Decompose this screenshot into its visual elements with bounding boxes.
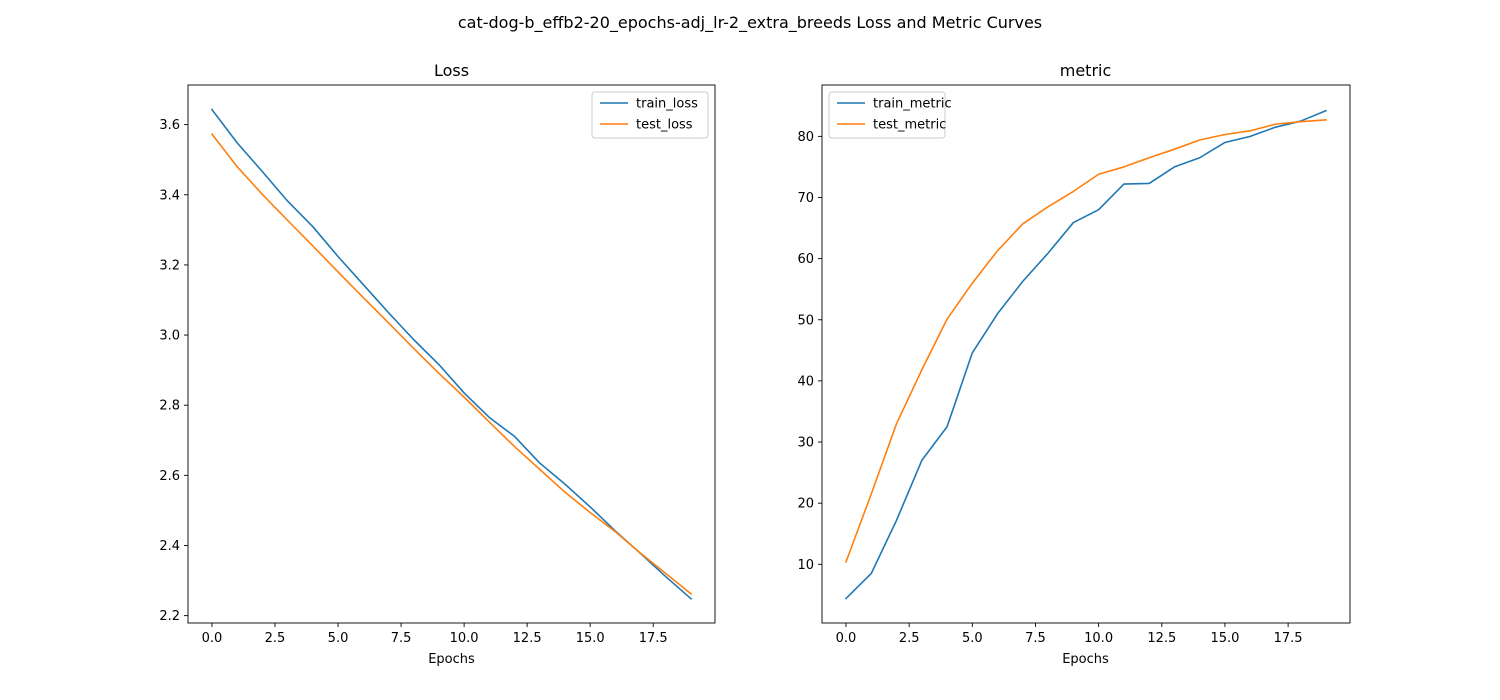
metric-x-tick-label: 15.0 xyxy=(1210,631,1239,646)
loss-x-tick-label: 17.5 xyxy=(639,631,668,646)
loss-y-tick-label: 3.4 xyxy=(159,188,180,203)
figure-title: cat-dog-b_effb2-20_epochs-adj_lr-2_extra… xyxy=(458,13,1042,33)
test-metric-legend-label: test_metric xyxy=(873,118,946,133)
loss-y-tick-label: 3.6 xyxy=(159,118,180,133)
train-metric-legend-label: train_metric xyxy=(873,97,952,112)
train-loss-line xyxy=(210,108,693,600)
metric-x-tick-label: 17.5 xyxy=(1274,631,1303,646)
loss-x-tick-label: 12.5 xyxy=(513,631,542,646)
metric-y-tick-label: 10 xyxy=(797,558,814,573)
loss-y-tick-label: 2.6 xyxy=(159,469,180,484)
metric-x-tick-label: 0.0 xyxy=(836,631,857,646)
metric-legend: train_metric test_metric xyxy=(828,91,952,139)
metric-axes-frame xyxy=(821,84,1351,624)
metric-y-tick-label: 40 xyxy=(797,374,814,389)
metric-y-tick-label: 30 xyxy=(797,436,814,451)
metric-y-tick-label: 80 xyxy=(797,130,814,145)
loss-y-tick-label: 3.0 xyxy=(159,329,180,344)
metric-x-tick-label: 12.5 xyxy=(1147,631,1176,646)
loss-legend: train_loss test_loss xyxy=(591,91,709,139)
loss-x-tick-label: 5.0 xyxy=(328,631,349,646)
loss-axes-frame xyxy=(187,84,716,624)
metric-panel: metric 0.0 2.5 5.0 7.5 10.0 12.5 15.0 17.5 10 20 3… xyxy=(797,61,1351,667)
loss-x-axis-label: Epochs xyxy=(428,652,475,667)
loss-x-tick-label: 7.5 xyxy=(391,631,412,646)
loss-y-tick-label: 2.2 xyxy=(159,609,180,624)
loss-x-tick-label: 2.5 xyxy=(265,631,286,646)
test-loss-legend-label: test_loss xyxy=(636,118,693,133)
metric-x-axis-label: Epochs xyxy=(1062,652,1109,667)
loss-plot-area: 0.0 2.5 5.0 7.5 10.0 12.5 15.0 17.5 2.2 2.4 2.6 2.8… xyxy=(159,84,716,646)
loss-y-tick-label: 3.2 xyxy=(159,258,180,273)
metric-y-tick-label: 70 xyxy=(797,191,814,206)
metric-y-tick-label: 50 xyxy=(797,313,814,328)
train-metric-line xyxy=(844,109,1328,600)
metric-panel-title: metric xyxy=(1060,61,1112,80)
metric-x-tick-label: 5.0 xyxy=(962,631,983,646)
loss-panel: Loss 0.0 2.5 5.0 7.5 10.0 12.5 15.0 17.5 2.2 2.4 2… xyxy=(159,61,716,667)
train-loss-legend-label: train_loss xyxy=(636,97,698,112)
metric-x-tick-label: 2.5 xyxy=(899,631,920,646)
loss-x-tick-label: 15.0 xyxy=(576,631,605,646)
metric-x-tick-label: 10.0 xyxy=(1084,631,1113,646)
metric-y-tick-label: 60 xyxy=(797,252,814,267)
loss-x-tick-label: 0.0 xyxy=(202,631,223,646)
metric-y-tick-label: 20 xyxy=(797,497,814,512)
loss-y-tick-label: 2.8 xyxy=(159,399,180,414)
loss-x-tick-label: 10.0 xyxy=(450,631,479,646)
metric-plot-area: 0.0 2.5 5.0 7.5 10.0 12.5 15.0 17.5 10 20 30 40 50 60… xyxy=(797,84,1351,646)
loss-panel-title: Loss xyxy=(434,61,469,80)
loss-y-tick-label: 2.4 xyxy=(159,539,180,554)
metric-x-tick-label: 7.5 xyxy=(1025,631,1046,646)
test-loss-line xyxy=(210,132,693,596)
test-metric-line xyxy=(844,118,1327,563)
